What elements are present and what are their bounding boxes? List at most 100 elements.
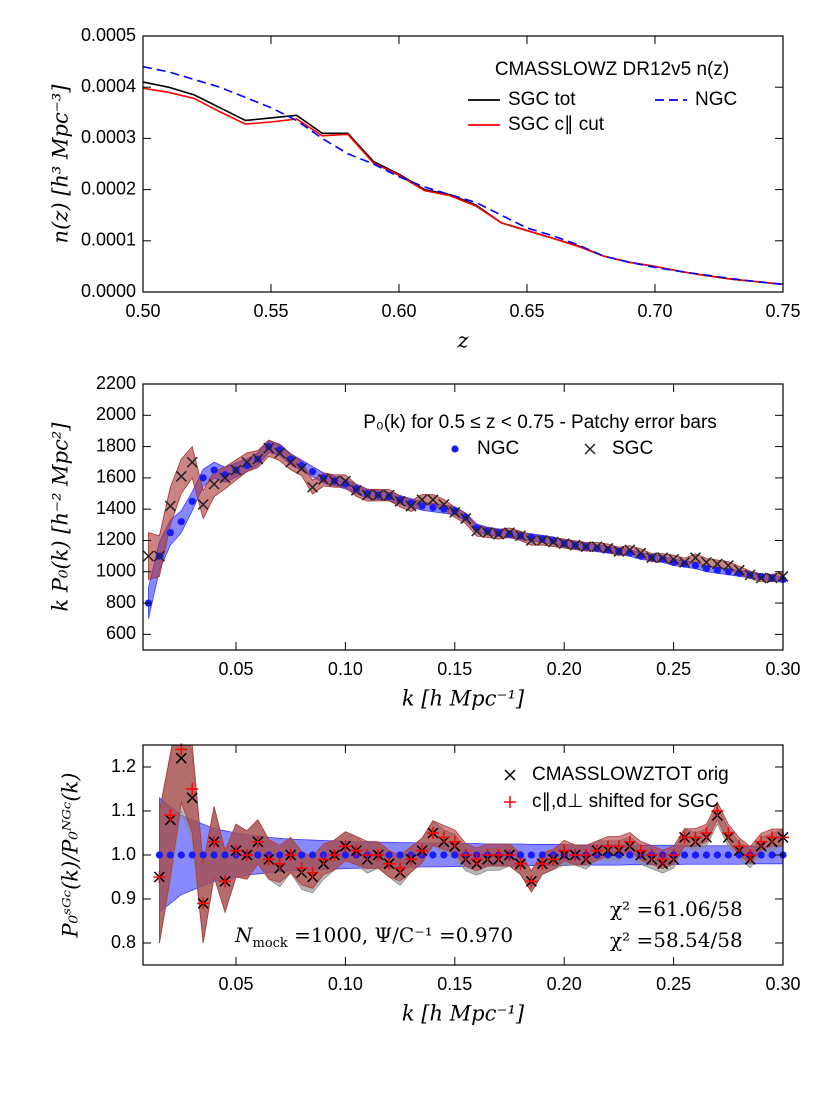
point	[635, 547, 647, 559]
point	[591, 844, 604, 857]
point	[274, 447, 286, 459]
point	[656, 853, 669, 866]
point	[744, 849, 757, 861]
y-tick-label: 0.0005	[81, 25, 136, 45]
x-tick-label: 0.15	[437, 974, 472, 994]
annotation: χ² =58.54/58	[610, 928, 743, 952]
point	[440, 505, 448, 513]
point	[263, 442, 275, 454]
point	[768, 851, 776, 859]
point	[175, 752, 187, 764]
point	[385, 493, 393, 501]
point	[352, 485, 360, 493]
point	[700, 827, 713, 839]
x-tick-label: 0.75	[765, 301, 800, 321]
point	[525, 534, 537, 547]
point	[164, 809, 177, 822]
y-tick-label: 2200	[96, 373, 136, 393]
point	[429, 504, 437, 512]
point	[308, 851, 317, 859]
axes-frame	[142, 35, 784, 293]
point	[361, 489, 373, 501]
x-axis-label: z	[456, 329, 469, 353]
point	[451, 851, 459, 859]
point	[580, 541, 592, 553]
point	[186, 783, 199, 795]
legend-title: CMASSLOWZ DR12v5 n(z)	[495, 59, 729, 80]
error-band	[148, 439, 783, 583]
point	[197, 498, 209, 511]
annotation-subscript: mock	[253, 936, 288, 951]
x-tick-label: 0.50	[125, 301, 160, 321]
point	[634, 844, 647, 857]
point	[547, 536, 559, 548]
x-tick-label: 0.05	[218, 659, 253, 679]
point	[659, 555, 667, 563]
point	[713, 566, 721, 574]
point	[241, 456, 253, 468]
point	[569, 849, 582, 861]
point	[155, 851, 164, 859]
point	[657, 552, 669, 564]
y-tick-label: 0.9	[111, 888, 136, 908]
point	[383, 489, 395, 501]
point	[702, 851, 711, 859]
point	[219, 875, 232, 888]
x-tick-label: 0.20	[547, 659, 582, 679]
point	[361, 849, 374, 861]
legend-label: CMASSLOWZTOT orig	[532, 764, 729, 785]
point	[494, 529, 503, 537]
point	[536, 534, 548, 547]
point	[516, 851, 525, 859]
point	[285, 456, 297, 468]
point	[306, 866, 319, 879]
point	[252, 453, 264, 465]
point	[471, 525, 483, 537]
point	[394, 495, 406, 507]
point	[623, 835, 636, 848]
point	[448, 835, 461, 848]
point	[668, 553, 680, 565]
point	[199, 474, 207, 482]
point	[547, 853, 560, 866]
point	[298, 851, 306, 859]
point	[711, 558, 723, 570]
point	[626, 851, 634, 859]
annotation: Nmock =1000, Ψ/C⁻¹ =0.970	[234, 923, 513, 952]
point	[166, 529, 174, 537]
point	[766, 572, 778, 584]
point	[678, 831, 691, 844]
point	[503, 527, 516, 539]
y-tick-label: 0.8	[111, 932, 136, 952]
legend-label: NGC	[477, 438, 519, 459]
point	[188, 851, 196, 859]
point	[307, 481, 319, 493]
x-axis-label: k [h Mpc⁻¹]	[402, 687, 525, 711]
point	[757, 851, 765, 859]
annotation-text: χ² =58.54/58	[610, 928, 743, 952]
point	[188, 497, 196, 505]
point	[317, 473, 330, 485]
point	[538, 851, 546, 859]
point	[341, 851, 349, 859]
point	[164, 500, 176, 512]
x-tick-label: 0.25	[656, 659, 691, 679]
x-axis-label: k [h Mpc⁻¹]	[402, 1002, 525, 1026]
point	[437, 831, 450, 844]
point	[755, 835, 768, 848]
point	[549, 536, 557, 545]
point	[724, 851, 732, 859]
point	[602, 542, 614, 554]
point	[221, 851, 229, 859]
point	[667, 849, 680, 861]
point	[440, 851, 448, 859]
legend-marker	[504, 769, 516, 781]
point	[601, 840, 614, 853]
point	[284, 849, 297, 861]
point	[689, 552, 702, 564]
point	[514, 857, 527, 870]
line	[143, 65, 783, 286]
point	[208, 478, 220, 490]
point	[415, 844, 428, 857]
